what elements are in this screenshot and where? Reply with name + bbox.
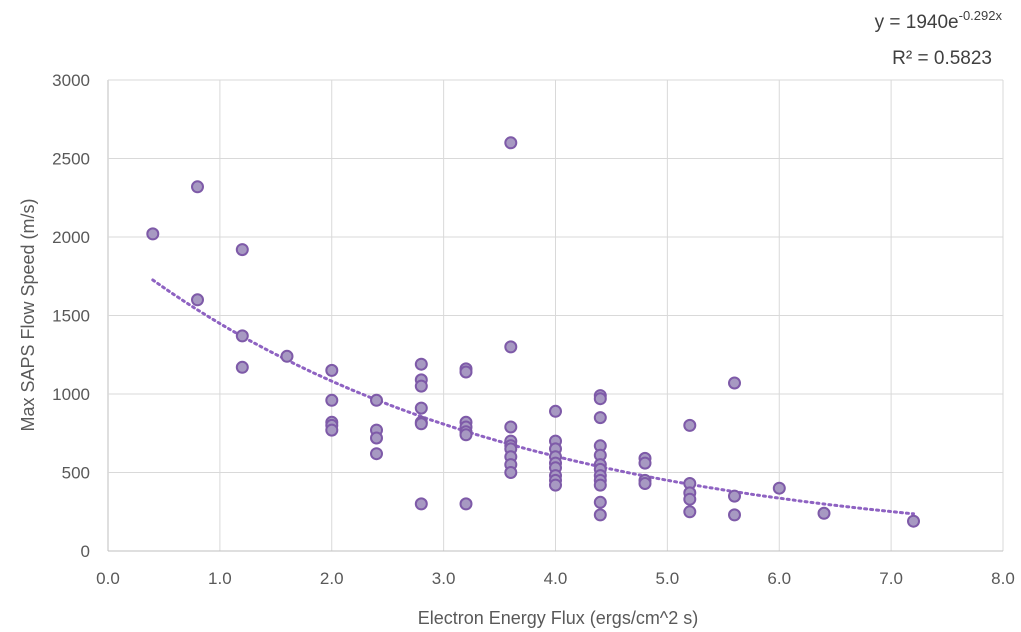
data-point xyxy=(683,492,697,506)
equation-base: y = 1940e xyxy=(875,12,959,33)
x-tick-label: 8.0 xyxy=(991,569,1015,588)
y-axis-title: Max SAPS Flow Speed (m/s) xyxy=(18,198,38,431)
y-tick-label: 0 xyxy=(81,542,90,561)
data-point xyxy=(638,477,652,490)
data-point xyxy=(370,393,383,407)
data-point xyxy=(370,447,383,461)
data-point xyxy=(235,360,249,374)
data-point xyxy=(549,404,562,418)
equation-exponent: -0.292x xyxy=(959,8,1003,23)
data-point xyxy=(593,392,607,406)
data-point xyxy=(683,418,697,432)
x-tick-label: 1.0 xyxy=(208,569,232,588)
x-axis-title: Electron Energy Flux (ergs/cm^2 s) xyxy=(418,608,699,628)
data-point xyxy=(191,293,204,307)
y-tick-label: 2500 xyxy=(52,150,90,169)
y-tick-label: 2000 xyxy=(52,228,90,247)
data-point xyxy=(280,349,294,363)
data-point xyxy=(235,329,249,343)
data-point xyxy=(504,466,518,479)
data-point xyxy=(593,411,607,425)
data-point xyxy=(772,481,786,495)
x-tick-label: 0.0 xyxy=(96,569,120,588)
data-point xyxy=(504,136,518,150)
data-point xyxy=(325,423,339,437)
y-tick-label: 1000 xyxy=(52,385,90,404)
data-point xyxy=(414,497,428,511)
y-tick-label: 3000 xyxy=(52,71,90,90)
data-point xyxy=(370,431,383,445)
x-tick-label: 2.0 xyxy=(320,569,344,588)
data-point xyxy=(459,428,473,442)
data-point xyxy=(504,340,518,354)
data-point xyxy=(414,357,428,371)
y-tick-label: 500 xyxy=(62,464,90,483)
x-tick-label: 5.0 xyxy=(656,569,680,588)
data-point xyxy=(817,506,831,520)
x-tick-label: 3.0 xyxy=(432,569,456,588)
x-tick-label: 6.0 xyxy=(767,569,791,588)
exponential-trendline xyxy=(151,278,915,516)
data-point xyxy=(593,495,607,509)
data-point xyxy=(459,497,473,511)
data-point xyxy=(414,417,428,431)
y-tick-labels: 0 500 1000 1500 2000 2500 3000 xyxy=(52,71,90,561)
data-point xyxy=(459,365,473,379)
grid-lines xyxy=(107,79,1004,552)
data-points xyxy=(146,136,920,528)
data-point xyxy=(728,508,741,522)
y-tick-label: 1500 xyxy=(52,307,90,326)
data-point xyxy=(728,489,741,503)
data-point xyxy=(325,363,339,377)
r-squared-label: R² = 0.5823 xyxy=(892,48,992,69)
data-point xyxy=(235,243,249,257)
data-point xyxy=(191,180,204,194)
data-point xyxy=(414,401,428,415)
x-tick-label: 7.0 xyxy=(879,569,903,588)
data-point xyxy=(549,478,562,492)
data-point xyxy=(504,420,518,434)
data-point xyxy=(638,456,652,470)
data-point xyxy=(593,478,607,492)
trendline-equation: y = 1940e-0.292x xyxy=(875,8,1003,33)
data-point xyxy=(414,379,428,393)
data-point xyxy=(146,227,160,241)
data-point xyxy=(907,514,920,528)
x-tick-labels: 0.0 1.0 2.0 3.0 4.0 5.0 6.0 7.0 8.0 xyxy=(96,569,1015,588)
data-point xyxy=(728,376,741,390)
data-point xyxy=(325,393,339,407)
data-point xyxy=(593,508,607,522)
x-tick-label: 4.0 xyxy=(544,569,568,588)
data-point xyxy=(683,505,697,519)
